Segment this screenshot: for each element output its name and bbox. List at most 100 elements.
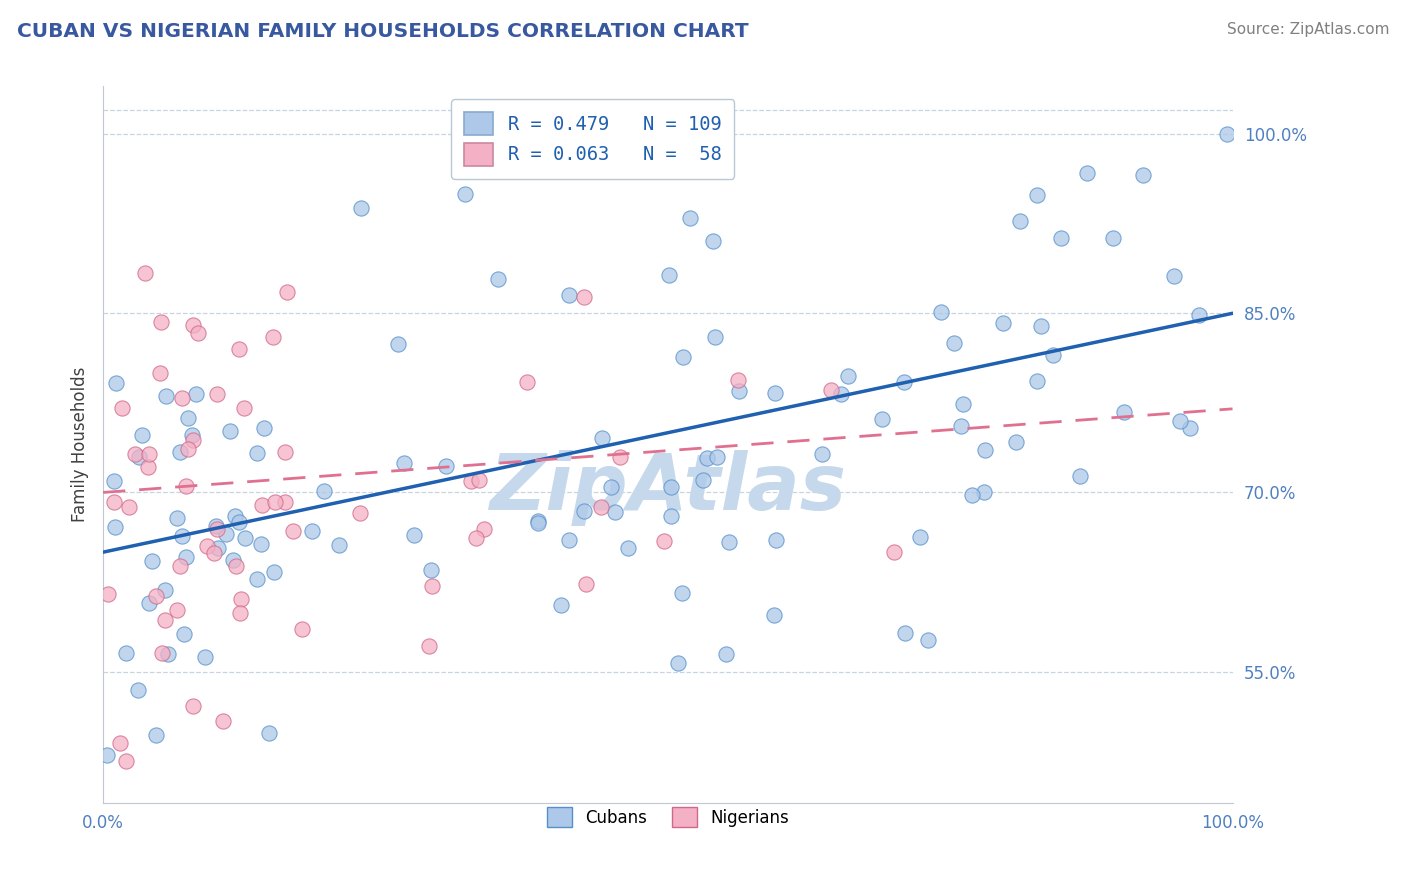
Point [205,387,228,401]
Point [468,474,491,488]
Point [387,337,409,351]
Point [605,506,627,520]
Point [658,268,681,282]
Point [883,545,905,559]
Point [229,606,252,620]
Point [202,546,225,560]
Point [124,447,146,461]
Point [131,428,153,442]
Point [728,384,751,398]
Point [870,412,893,426]
Point [516,375,538,389]
Point [181,698,204,713]
Point [1069,469,1091,483]
Point [1026,375,1049,389]
Point [727,373,749,387]
Point [114,754,136,768]
Point [301,524,323,538]
Point [233,401,256,415]
Point [205,518,228,533]
Point [609,450,631,464]
Point [145,589,167,603]
Point [103,474,125,488]
Point [170,392,193,406]
Point [763,385,786,400]
Point [205,522,228,536]
Point [194,649,217,664]
Point [1042,348,1064,362]
Point [169,558,191,573]
Point [233,531,256,545]
Point [706,450,728,465]
Point [156,647,179,661]
Point [973,442,995,457]
Point [312,483,335,498]
Point [550,598,572,612]
Point [349,506,371,520]
Point [917,632,939,647]
Point [174,549,197,564]
Point [128,450,150,465]
Point [486,272,509,286]
Point [1168,414,1191,428]
Point [929,305,952,319]
Point [558,533,581,548]
Point [183,318,205,333]
Point [250,498,273,512]
Point [153,582,176,597]
Point [714,648,737,662]
Point [222,552,245,566]
Point [350,201,373,215]
Point [991,316,1014,330]
Text: Source: ZipAtlas.com: Source: ZipAtlas.com [1226,22,1389,37]
Point [225,559,247,574]
Point [176,442,198,457]
Point [392,457,415,471]
Point [96,747,118,762]
Point [276,285,298,300]
Point [418,639,440,653]
Point [1102,231,1125,245]
Point [474,522,496,536]
Point [960,488,983,502]
Point [150,646,173,660]
Point [692,473,714,487]
Point [177,410,200,425]
Point [246,572,269,586]
Point [1008,214,1031,228]
Point [703,330,725,344]
Point [229,591,252,606]
Point [1188,308,1211,322]
Point [155,389,177,403]
Point [820,383,842,397]
Point [526,514,548,528]
Point [169,445,191,459]
Point [696,451,718,466]
Point [149,366,172,380]
Point [830,387,852,401]
Point [138,595,160,609]
Point [246,446,269,460]
Point [141,554,163,568]
Point [103,495,125,509]
Point [283,524,305,539]
Point [973,485,995,500]
Point [952,397,974,411]
Point [1050,231,1073,245]
Point [574,577,596,591]
Point [659,480,682,494]
Point [114,646,136,660]
Point [207,541,229,555]
Point [118,500,141,514]
Point [950,418,973,433]
Point [181,434,204,448]
Point [127,682,149,697]
Point [460,474,482,488]
Point [262,330,284,344]
Point [1005,435,1028,450]
Point [111,401,134,415]
Point [811,447,834,461]
Point [1029,318,1052,333]
Point [253,421,276,435]
Y-axis label: Family Households: Family Households [72,367,89,523]
